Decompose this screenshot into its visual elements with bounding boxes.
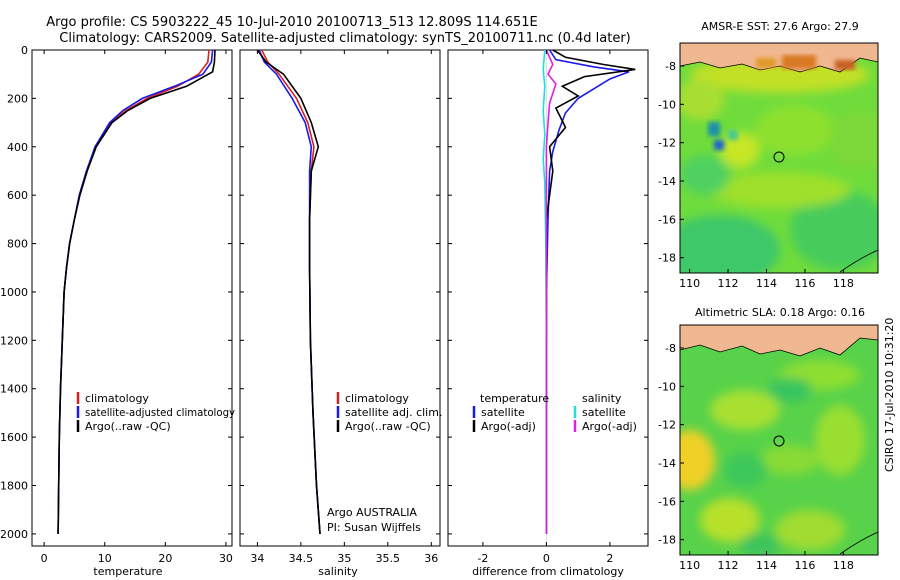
map-lon-label: 116 [794,277,815,290]
difference-x-axis: -2 0 2 [477,50,613,565]
map-lat-label: -10 [658,380,676,393]
salinity-x-axis: 34 34.5 35 35.5 36 [250,50,438,565]
sla-map-panel: Altimetric SLA: 0.18 Argo: 0.16 110 112 11… [658,306,879,572]
x-tick-label: 0 [543,552,550,565]
map-lat-label: -14 [658,175,676,188]
sla-field [680,325,878,555]
depth-tick-label: 1800 [0,480,28,493]
map-lon-label: 110 [679,559,700,572]
x-tick-label: 20 [158,552,172,565]
map-lat-label: -12 [658,419,676,432]
map-lat-label: -16 [658,495,676,508]
temperature-series-Argo [57,49,216,534]
x-tick-label: 30 [219,552,233,565]
map-lon-label: 114 [756,559,777,572]
map-lat-label: -16 [658,213,676,226]
temperature-xlabel: temperature [93,565,162,578]
depth-axis: 0 200 400 600 800 1000 1200 1400 1600 1800 2000 [0,44,28,541]
legend-label: Argo(-adj) [481,420,536,433]
salinity-legend: climatology satellite adj. clim. Argo(..… [336,392,442,433]
sst-field [680,43,878,273]
map-lat-label: -10 [658,98,676,111]
legend-label: Argo(..raw -QC) [345,420,431,433]
temperature-series-climatology [57,49,210,534]
map-lon-label: 112 [718,277,739,290]
salinity-panel: 34 34.5 35 35.5 36 salinity climatology sate… [239,49,442,578]
difference-series-salinity-Argo [545,49,557,534]
legend-title-temperature: temperature [480,392,549,405]
argo-country-annotation: Argo AUSTRALIA [327,506,417,519]
legend-label: Argo(..raw -QC) [85,420,171,433]
map-lon-label: 110 [679,277,700,290]
sla-map-axes: 110 112 114 116 118 -8 -10 -12 -14 -16 -18 [658,342,854,572]
x-tick-label: 2 [606,552,613,565]
map-lon-label: 116 [794,559,815,572]
legend-label: climatology [85,392,149,405]
x-tick-label: 34.5 [289,552,314,565]
salinity-xlabel: salinity [318,565,358,578]
legend-label: Argo(-adj) [582,420,637,433]
sst-map-axes: 110 112 114 116 118 -8 -10 -12 -14 -16 -18 [658,60,854,290]
map-lat-label: -18 [658,534,676,547]
x-tick-label: 36 [424,552,438,565]
difference-series-temperature-Argo [545,49,636,534]
map-lat-label: -8 [665,342,676,355]
x-tick-label: 35.5 [376,552,401,565]
map-lon-label: 118 [833,559,854,572]
map-lon-label: 112 [718,559,739,572]
map-lat-label: -18 [658,252,676,265]
legend-label: satellite-adjusted climatology [85,406,235,419]
x-tick-label: -2 [477,552,488,565]
temperature-legend: climatology satellite-adjusted climatolo… [76,392,235,433]
depth-tick-label: 600 [7,189,28,202]
salinity-series-Argo [256,49,321,534]
x-tick-label: 35 [337,552,351,565]
depth-tick-label: 0 [21,44,28,57]
depth-tick-label: 2000 [0,528,28,541]
temperature-panel: 0 200 400 600 800 1000 1200 1400 1600 1800 2000 0 1… [0,44,235,578]
depth-tick-label: 1200 [0,334,28,347]
legend-label: satellite [582,406,626,419]
sla-map-title: Altimetric SLA: 0.18 Argo: 0.16 [695,306,865,319]
difference-xlabel: difference from climatology [472,565,624,578]
legend-label: climatology [345,392,409,405]
difference-legend: temperature satellite Argo(-adj) salinit… [472,392,637,433]
depth-tick-label: 400 [7,141,28,154]
figure-title-line2: Climatology: CARS2009. Satellite-adjuste… [59,31,631,46]
difference-panel: -2 0 2 difference from climatology tempera… [447,49,649,578]
depth-tick-label: 800 [7,238,28,251]
depth-tick-label: 200 [7,92,28,105]
sla-argo-location-marker [773,435,785,447]
legend-label: satellite adj. clim. [345,406,442,419]
figure-title-line1: Argo profile: CS 5903222_45 10-Jul-2010 … [46,15,537,30]
x-tick-label: 34 [250,552,264,565]
map-lat-label: -14 [658,457,676,470]
temperature-x-axis: 0 10 20 30 [41,50,233,565]
sst-map-panel: AMSR-E SST: 27.6 Argo: 27.9 [658,20,879,290]
depth-tick-label: 1000 [0,286,28,299]
legend-label: satellite [481,406,525,419]
map-lon-label: 118 [833,277,854,290]
legend-title-salinity: salinity [582,392,622,405]
x-tick-label: 10 [98,552,112,565]
sst-map-title: AMSR-E SST: 27.6 Argo: 27.9 [701,20,859,33]
map-lat-label: -8 [665,60,676,73]
map-lat-label: -12 [658,137,676,150]
difference-series-temperature-satellite [545,49,630,534]
depth-tick-label: 1400 [0,383,28,396]
timestamp-side-text: CSIRO 17-Jul-2010 10:31:20 [883,318,896,472]
depth-tick-label: 1600 [0,431,28,444]
temperature-series-satellite-adjusted [57,49,214,534]
sst-argo-location-marker [773,151,785,163]
x-tick-label: 0 [41,552,48,565]
map-lon-label: 114 [756,277,777,290]
argo-pi-annotation: PI: Susan Wijffels [327,521,421,534]
